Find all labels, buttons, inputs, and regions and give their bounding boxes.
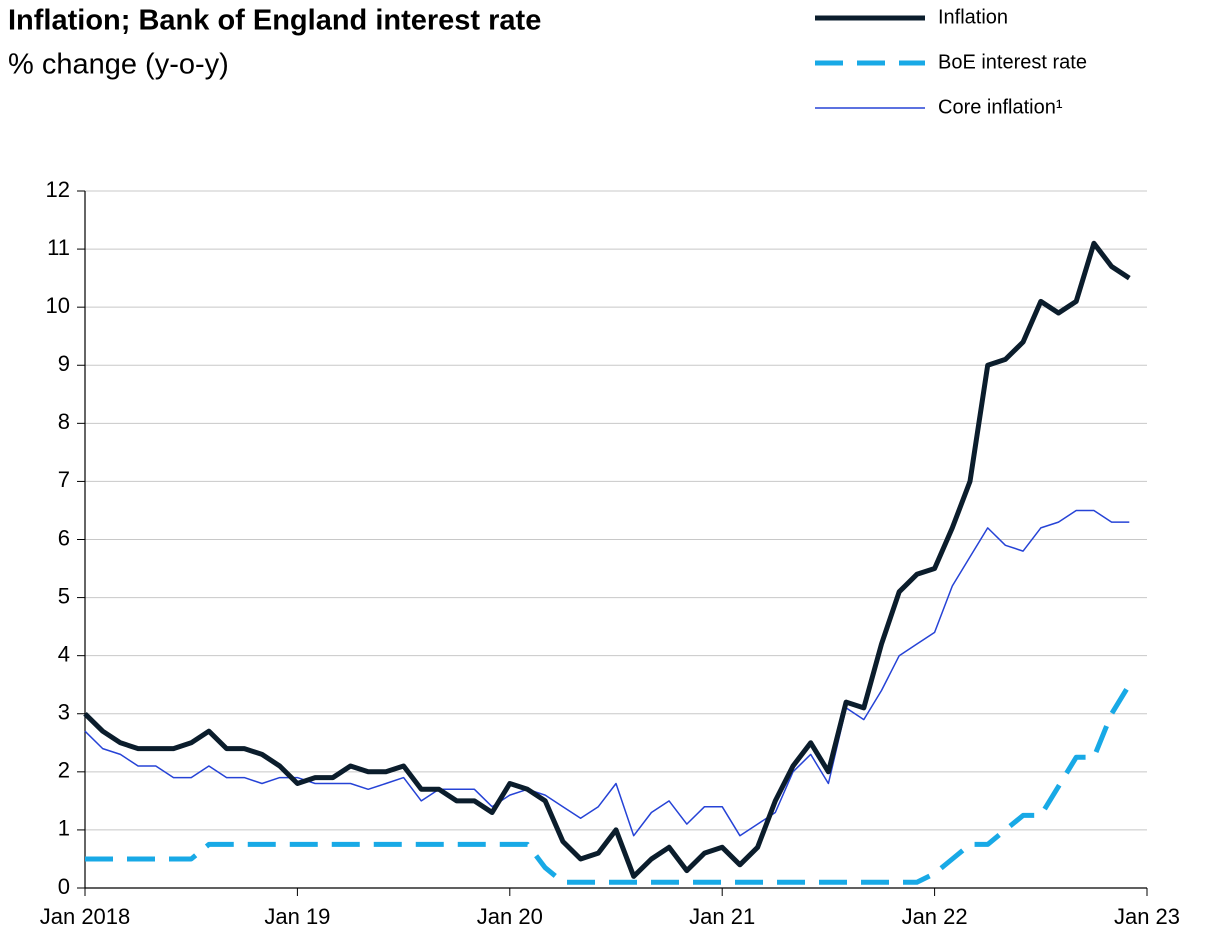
y-tick-label: 0 [58,874,70,899]
line-series [85,683,1132,885]
y-tick-label: 10 [46,293,70,318]
y-tick-label: 7 [58,467,70,492]
chart-subtitle: % change (y-o-y) [8,49,229,81]
y-tick-label: 2 [58,758,70,783]
y-tick-label: 4 [58,641,70,666]
legend-label: Core inflation¹ [938,96,1063,118]
legend-label: BoE interest rate [938,51,1087,73]
x-tick-label: Jan 21 [689,904,755,929]
y-tick-label: 12 [46,177,70,202]
y-tick-label: 8 [58,409,70,434]
x-tick-label: Jan 20 [477,904,543,929]
line-series [84,509,1130,837]
y-tick-label: 9 [58,351,70,376]
y-tick-label: 1 [58,816,70,841]
y-tick-label: 11 [47,235,70,260]
y-tick-label: 3 [58,700,70,725]
line-series [83,240,1131,879]
x-tick-label: Jan 23 [1114,904,1180,929]
x-tick-label: Jan 2018 [40,904,131,929]
chart-title: Inflation; Bank of England interest rate [8,5,541,37]
y-tick-label: 6 [58,525,70,550]
x-tick-label: Jan 22 [902,904,968,929]
legend-label: Inflation [938,6,1008,28]
y-tick-label: 5 [58,583,70,608]
x-tick-label: Jan 19 [264,904,330,929]
